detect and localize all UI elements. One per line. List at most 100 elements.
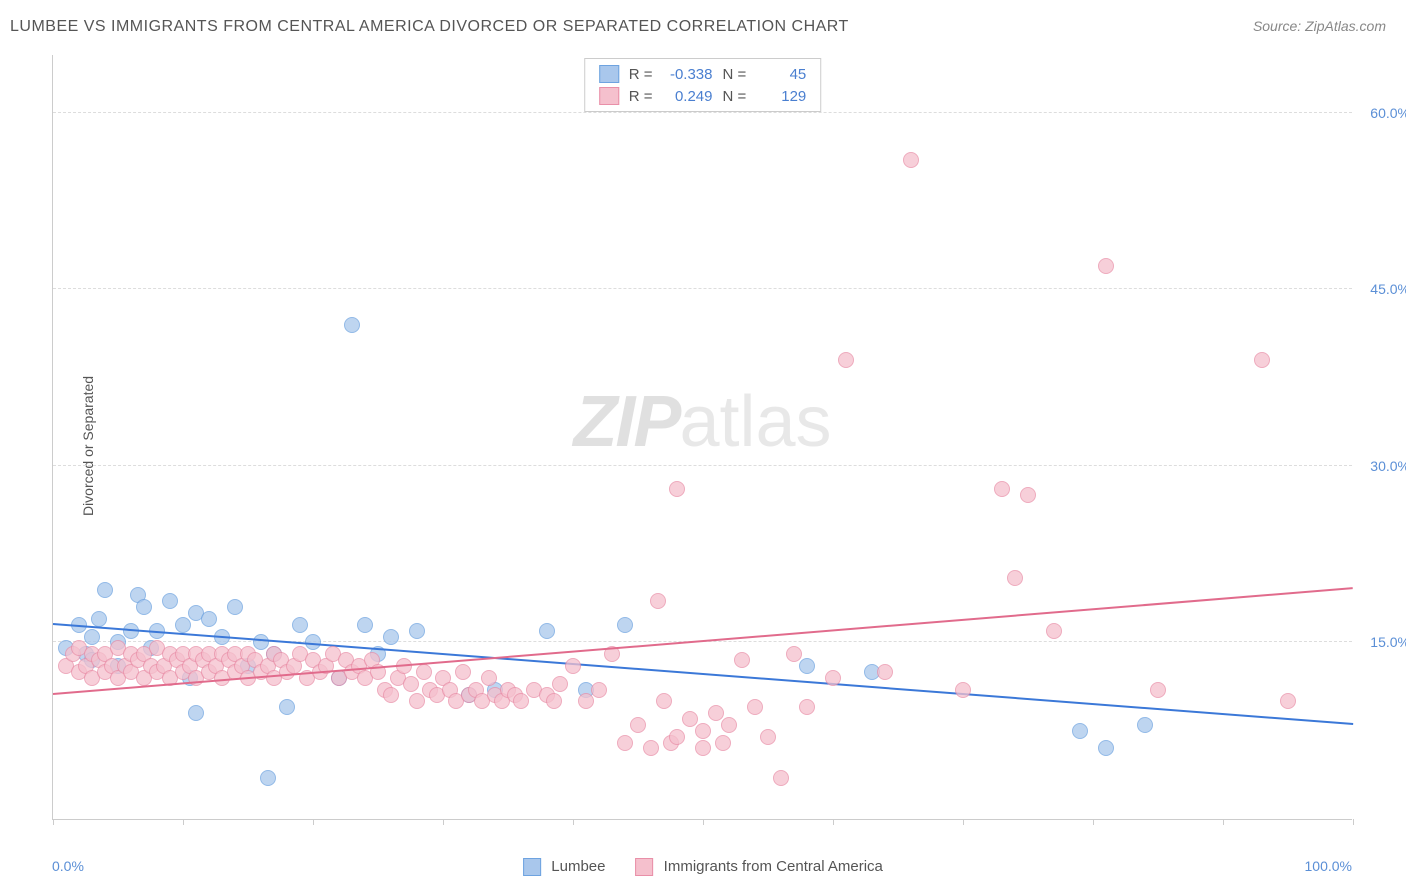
legend-item-immigrants: Immigrants from Central America: [635, 858, 882, 876]
watermark-atlas: atlas: [679, 382, 831, 462]
plot-area: ZIPatlas R = -0.338 N = 45 R = 0.249 N =…: [52, 55, 1352, 820]
data-point: [260, 770, 276, 786]
data-point: [546, 693, 562, 709]
data-point: [695, 723, 711, 739]
data-point: [617, 617, 633, 633]
data-point: [721, 717, 737, 733]
data-point: [409, 693, 425, 709]
data-point: [162, 593, 178, 609]
swatch-icon: [523, 858, 541, 876]
data-point: [1150, 682, 1166, 698]
n-label: N =: [723, 88, 747, 105]
data-point: [747, 699, 763, 715]
data-point: [201, 611, 217, 627]
r-label: R =: [629, 88, 653, 105]
data-point: [539, 623, 555, 639]
gridline: [53, 465, 1352, 466]
data-point: [669, 729, 685, 745]
x-tick: [573, 819, 574, 825]
data-point: [565, 658, 581, 674]
data-point: [695, 740, 711, 756]
data-point: [1046, 623, 1062, 639]
legend-label: Immigrants from Central America: [664, 858, 883, 875]
data-point: [1280, 693, 1296, 709]
data-point: [799, 658, 815, 674]
data-point: [409, 623, 425, 639]
data-point: [617, 735, 633, 751]
data-point: [708, 705, 724, 721]
data-point: [227, 599, 243, 615]
data-point: [656, 693, 672, 709]
data-point: [91, 611, 107, 627]
data-point: [1072, 723, 1088, 739]
x-tick: [443, 819, 444, 825]
data-point: [877, 664, 893, 680]
r-value: -0.338: [663, 66, 713, 83]
y-tick-label: 45.0%: [1370, 281, 1406, 297]
data-point: [799, 699, 815, 715]
x-tick: [53, 819, 54, 825]
x-tick: [1223, 819, 1224, 825]
data-point: [1020, 487, 1036, 503]
data-point: [734, 652, 750, 668]
x-tick: [1093, 819, 1094, 825]
data-point: [669, 481, 685, 497]
data-point: [383, 629, 399, 645]
x-tick: [703, 819, 704, 825]
data-point: [994, 481, 1010, 497]
swatch-icon: [599, 65, 619, 83]
stats-row-lumbee: R = -0.338 N = 45: [599, 63, 807, 85]
gridline: [53, 112, 1352, 113]
watermark-zip: ZIP: [573, 382, 679, 462]
x-tick: [183, 819, 184, 825]
n-value: 45: [756, 66, 806, 83]
stats-legend: R = -0.338 N = 45 R = 0.249 N = 129: [584, 58, 822, 112]
data-point: [416, 664, 432, 680]
data-point: [1098, 740, 1114, 756]
data-point: [760, 729, 776, 745]
data-point: [1137, 717, 1153, 733]
data-point: [403, 676, 419, 692]
legend-label: Lumbee: [551, 858, 605, 875]
data-point: [455, 664, 471, 680]
data-point: [1007, 570, 1023, 586]
x-max-label: 100.0%: [1305, 858, 1352, 874]
data-point: [650, 593, 666, 609]
x-min-label: 0.0%: [52, 858, 84, 874]
data-point: [825, 670, 841, 686]
swatch-icon: [599, 87, 619, 105]
x-tick: [963, 819, 964, 825]
data-point: [838, 352, 854, 368]
data-point: [773, 770, 789, 786]
data-point: [903, 152, 919, 168]
x-tick: [833, 819, 834, 825]
data-point: [591, 682, 607, 698]
gridline: [53, 288, 1352, 289]
data-point: [357, 617, 373, 633]
data-point: [786, 646, 802, 662]
x-tick: [1353, 819, 1354, 825]
data-point: [292, 617, 308, 633]
n-value: 129: [756, 88, 806, 105]
data-point: [630, 717, 646, 733]
r-label: R =: [629, 66, 653, 83]
data-point: [84, 629, 100, 645]
source-attribution: Source: ZipAtlas.com: [1253, 18, 1386, 34]
data-point: [97, 582, 113, 598]
chart-title: LUMBEE VS IMMIGRANTS FROM CENTRAL AMERIC…: [10, 18, 849, 36]
x-tick: [313, 819, 314, 825]
watermark: ZIPatlas: [573, 381, 831, 463]
data-point: [1254, 352, 1270, 368]
swatch-icon: [635, 858, 653, 876]
data-point: [279, 699, 295, 715]
n-label: N =: [723, 66, 747, 83]
data-point: [955, 682, 971, 698]
data-point: [188, 705, 204, 721]
data-point: [643, 740, 659, 756]
data-point: [513, 693, 529, 709]
stats-row-immigrants: R = 0.249 N = 129: [599, 85, 807, 107]
r-value: 0.249: [663, 88, 713, 105]
data-point: [1098, 258, 1114, 274]
data-point: [682, 711, 698, 727]
series-legend: Lumbee Immigrants from Central America: [523, 858, 883, 876]
